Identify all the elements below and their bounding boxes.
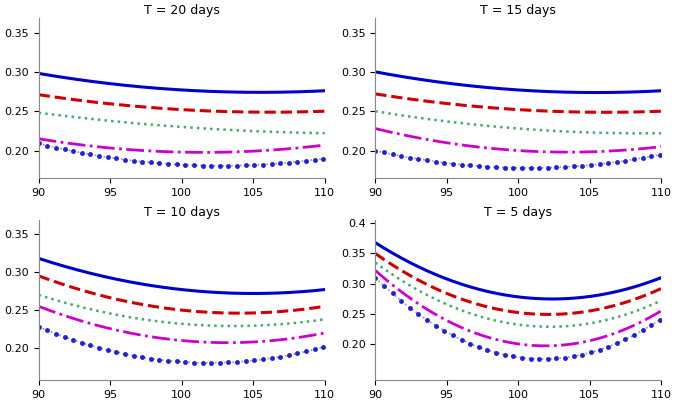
Title: T = 15 days: T = 15 days: [481, 4, 556, 17]
Title: T = 20 days: T = 20 days: [144, 4, 220, 17]
Title: T = 10 days: T = 10 days: [144, 206, 220, 219]
Title: T = 5 days: T = 5 days: [484, 206, 552, 219]
